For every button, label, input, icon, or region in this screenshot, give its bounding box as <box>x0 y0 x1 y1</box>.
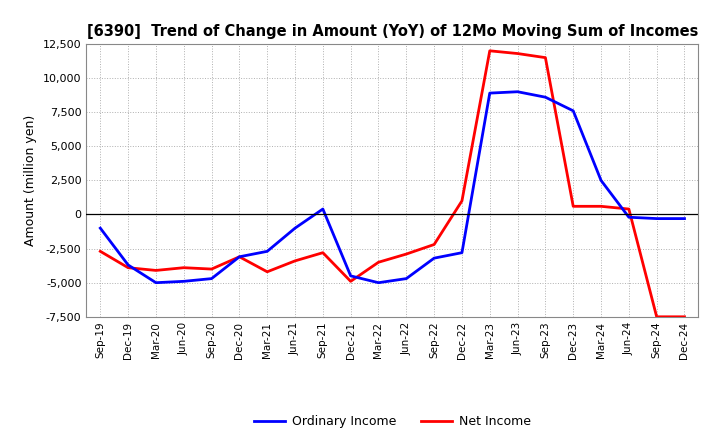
Net Income <box>263 269 271 275</box>
Net Income <box>430 242 438 247</box>
Ordinary Income <box>346 273 355 279</box>
Ordinary Income <box>513 89 522 94</box>
Ordinary Income <box>541 95 550 100</box>
Ordinary Income <box>96 225 104 231</box>
Net Income <box>597 204 606 209</box>
Net Income <box>569 204 577 209</box>
Net Income <box>346 279 355 284</box>
Ordinary Income <box>485 91 494 96</box>
Ordinary Income <box>458 250 467 255</box>
Y-axis label: Amount (million yen): Amount (million yen) <box>24 115 37 246</box>
Net Income <box>318 250 327 255</box>
Net Income <box>374 260 383 265</box>
Legend: Ordinary Income, Net Income: Ordinary Income, Net Income <box>249 411 536 433</box>
Net Income <box>235 254 243 260</box>
Net Income <box>152 268 161 273</box>
Ordinary Income <box>430 256 438 261</box>
Ordinary Income <box>597 178 606 183</box>
Ordinary Income <box>124 262 132 268</box>
Net Income <box>541 55 550 60</box>
Net Income <box>458 198 467 203</box>
Net Income <box>96 249 104 254</box>
Ordinary Income <box>402 276 410 281</box>
Net Income <box>624 206 633 212</box>
Line: Ordinary Income: Ordinary Income <box>100 92 685 282</box>
Line: Net Income: Net Income <box>100 51 685 317</box>
Ordinary Income <box>152 280 161 285</box>
Ordinary Income <box>179 279 188 284</box>
Ordinary Income <box>207 276 216 281</box>
Net Income <box>291 258 300 264</box>
Ordinary Income <box>624 215 633 220</box>
Net Income <box>179 265 188 270</box>
Net Income <box>652 314 661 319</box>
Ordinary Income <box>652 216 661 221</box>
Ordinary Income <box>263 249 271 254</box>
Net Income <box>680 314 689 319</box>
Ordinary Income <box>235 254 243 260</box>
Net Income <box>124 265 132 270</box>
Net Income <box>485 48 494 53</box>
Ordinary Income <box>569 108 577 114</box>
Ordinary Income <box>318 206 327 212</box>
Net Income <box>513 51 522 56</box>
Title: [6390]  Trend of Change in Amount (YoY) of 12Mo Moving Sum of Incomes: [6390] Trend of Change in Amount (YoY) o… <box>86 24 698 39</box>
Net Income <box>402 251 410 257</box>
Ordinary Income <box>680 216 689 221</box>
Ordinary Income <box>291 225 300 231</box>
Net Income <box>207 266 216 271</box>
Ordinary Income <box>374 280 383 285</box>
